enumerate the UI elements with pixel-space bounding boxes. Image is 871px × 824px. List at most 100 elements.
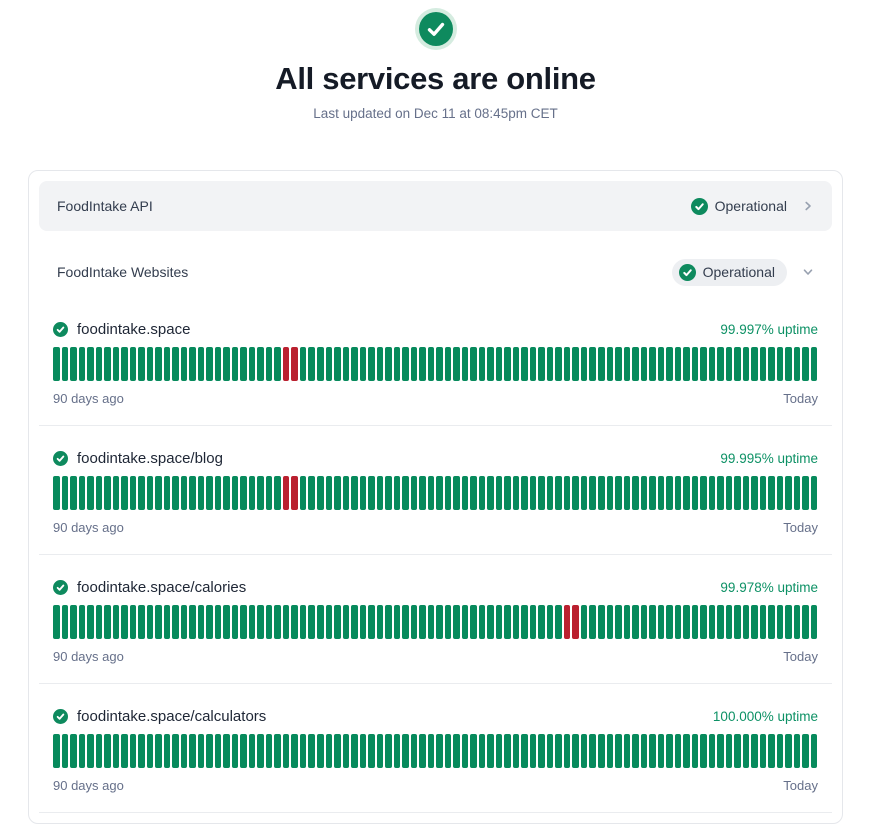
uptime-bar[interactable] — [521, 476, 528, 510]
uptime-bar[interactable] — [180, 605, 188, 639]
uptime-bar[interactable] — [257, 347, 264, 381]
uptime-bar[interactable] — [546, 476, 554, 510]
uptime-bar[interactable] — [265, 605, 273, 639]
uptime-bar[interactable] — [172, 347, 179, 381]
uptime-bar[interactable] — [521, 347, 528, 381]
uptime-bar[interactable] — [240, 734, 247, 768]
uptime-bar[interactable] — [632, 734, 639, 768]
uptime-bar[interactable] — [257, 734, 264, 768]
uptime-bar[interactable] — [53, 476, 60, 510]
uptime-bar[interactable] — [180, 347, 188, 381]
uptime-bar[interactable] — [427, 347, 435, 381]
uptime-bar[interactable] — [734, 605, 741, 639]
uptime-bar[interactable] — [623, 347, 631, 381]
uptime-bar[interactable] — [138, 476, 145, 510]
uptime-bar[interactable] — [615, 734, 622, 768]
uptime-bar[interactable] — [351, 476, 358, 510]
uptime-bar[interactable] — [683, 734, 690, 768]
uptime-bar[interactable] — [163, 347, 171, 381]
uptime-bar[interactable] — [759, 476, 767, 510]
uptime-bar[interactable] — [385, 605, 392, 639]
uptime-bar[interactable] — [87, 734, 94, 768]
uptime-bar[interactable] — [470, 347, 477, 381]
uptime-bar[interactable] — [410, 734, 418, 768]
uptime-bar[interactable] — [104, 605, 111, 639]
uptime-bar[interactable] — [231, 476, 239, 510]
uptime-bar[interactable] — [376, 347, 384, 381]
uptime-bar[interactable] — [274, 605, 281, 639]
uptime-bar[interactable] — [351, 605, 358, 639]
uptime-bar[interactable] — [785, 734, 792, 768]
uptime-bar[interactable] — [121, 476, 128, 510]
uptime-bar[interactable] — [70, 605, 77, 639]
uptime-bar[interactable] — [308, 605, 315, 639]
uptime-bar[interactable] — [453, 605, 460, 639]
uptime-bar[interactable] — [623, 605, 631, 639]
uptime-bar[interactable] — [742, 476, 750, 510]
uptime-bar[interactable] — [657, 347, 665, 381]
uptime-bar[interactable] — [427, 476, 435, 510]
uptime-bar[interactable] — [623, 734, 631, 768]
uptime-bar[interactable] — [580, 734, 588, 768]
uptime-bar[interactable] — [725, 605, 733, 639]
uptime-bar[interactable] — [427, 605, 435, 639]
uptime-bar[interactable] — [649, 734, 656, 768]
uptime-bar[interactable] — [793, 605, 801, 639]
uptime-bar[interactable] — [529, 347, 537, 381]
uptime-bar[interactable] — [393, 734, 401, 768]
uptime-bar[interactable] — [104, 347, 111, 381]
uptime-bar[interactable] — [223, 476, 230, 510]
uptime-bar[interactable] — [61, 347, 69, 381]
uptime-bar[interactable] — [768, 347, 775, 381]
uptime-bar[interactable] — [206, 347, 213, 381]
uptime-bar[interactable] — [368, 347, 375, 381]
uptime-bar[interactable] — [691, 347, 699, 381]
uptime-bar[interactable] — [197, 476, 205, 510]
uptime-bar-chart[interactable] — [53, 476, 818, 510]
uptime-bar[interactable] — [700, 605, 707, 639]
uptime-bar[interactable] — [504, 347, 511, 381]
uptime-bar[interactable] — [589, 476, 596, 510]
uptime-bar[interactable] — [104, 734, 111, 768]
uptime-bar[interactable] — [385, 476, 392, 510]
uptime-bar[interactable] — [538, 605, 545, 639]
uptime-bar[interactable] — [632, 347, 639, 381]
uptime-bar[interactable] — [793, 347, 801, 381]
uptime-bar[interactable] — [78, 476, 86, 510]
uptime-bar[interactable] — [708, 605, 716, 639]
uptime-bar[interactable] — [751, 605, 758, 639]
uptime-bar[interactable] — [776, 476, 784, 510]
uptime-bar[interactable] — [589, 734, 596, 768]
uptime-bar[interactable] — [112, 476, 120, 510]
uptime-bar[interactable] — [470, 605, 477, 639]
chevron-down-icon[interactable] — [802, 266, 814, 278]
uptime-bar[interactable] — [785, 347, 792, 381]
uptime-bar[interactable] — [291, 476, 298, 510]
uptime-bar[interactable] — [95, 347, 103, 381]
uptime-bar[interactable] — [112, 734, 120, 768]
uptime-bar[interactable] — [299, 605, 307, 639]
uptime-bar[interactable] — [734, 734, 741, 768]
uptime-bar[interactable] — [546, 605, 554, 639]
uptime-bar[interactable] — [546, 347, 554, 381]
uptime-bar[interactable] — [189, 605, 196, 639]
uptime-bar[interactable] — [461, 347, 469, 381]
uptime-bar[interactable] — [240, 476, 247, 510]
uptime-bar[interactable] — [487, 734, 494, 768]
uptime-bar[interactable] — [214, 734, 222, 768]
uptime-bar[interactable] — [504, 476, 511, 510]
uptime-bar[interactable] — [461, 734, 469, 768]
uptime-bar[interactable] — [61, 734, 69, 768]
uptime-bar[interactable] — [580, 476, 588, 510]
uptime-bar[interactable] — [470, 476, 477, 510]
uptime-bar[interactable] — [129, 347, 137, 381]
uptime-bar[interactable] — [53, 347, 60, 381]
uptime-bar[interactable] — [580, 605, 588, 639]
uptime-bar[interactable] — [453, 476, 460, 510]
uptime-bar[interactable] — [308, 347, 315, 381]
uptime-bar[interactable] — [598, 734, 605, 768]
uptime-bar[interactable] — [248, 734, 256, 768]
uptime-bar[interactable] — [461, 605, 469, 639]
uptime-bar[interactable] — [248, 605, 256, 639]
uptime-bar[interactable] — [572, 605, 579, 639]
